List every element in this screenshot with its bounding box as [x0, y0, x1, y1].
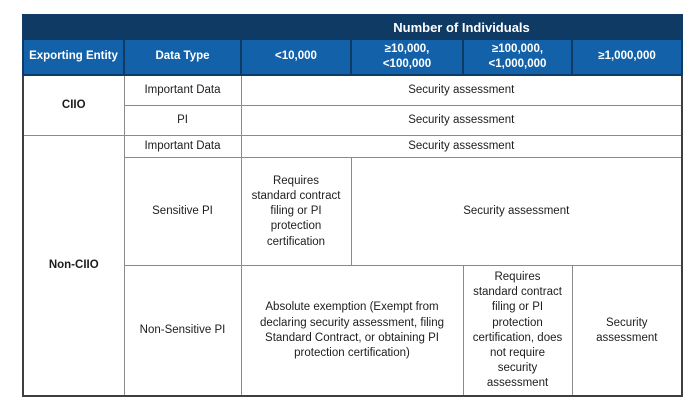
- col-header-data-type: Data Type: [123, 38, 242, 76]
- col-header-lt-10000: <10,000: [240, 38, 352, 76]
- data-type-nonciio-important-data: Important Data: [123, 135, 242, 159]
- col-header-line: <100,000: [382, 57, 432, 70]
- header-group-number-of-individuals: Number of Individuals: [239, 14, 684, 40]
- data-type-nonciio-non-sensitive-pi: Non-Sensitive PI: [123, 265, 242, 397]
- col-header-10000-to-100000: ≥10,000, <100,000: [350, 38, 464, 76]
- col-header-line: <10,000: [275, 50, 317, 63]
- col-header-line: ≥100,000,: [491, 43, 544, 55]
- cell-ciio-pi-requirement: Security assessment: [240, 105, 683, 137]
- data-type-ciio-pi: PI: [123, 105, 242, 137]
- cell-sensitive-pi-lt-10000: Requires standard contract filing or PI …: [240, 157, 352, 267]
- cell-ciio-important-data-requirement: Security assessment: [240, 74, 683, 107]
- data-type-ciio-important-data: Important Data: [123, 74, 242, 107]
- data-export-requirements-table: Number of Individuals Exporting Entity D…: [22, 14, 684, 397]
- col-header-line: Data Type: [155, 50, 210, 63]
- entity-label-ciio: CIIO: [22, 74, 125, 137]
- col-header-exporting-entity: Exporting Entity: [22, 38, 125, 76]
- cell-non-sensitive-pi-100000-to-1000000: Requires standard contract filing or PI …: [462, 265, 573, 397]
- col-header-line: Exporting Entity: [29, 50, 118, 63]
- cell-non-sensitive-pi-absolute-exemption: Absolute exemption (Exempt from declarin…: [240, 265, 464, 397]
- col-header-line: ≥1,000,000: [598, 50, 656, 63]
- col-header-gte-1000000: ≥1,000,000: [570, 38, 684, 76]
- header-corner-cell: [22, 14, 242, 40]
- cell-sensitive-pi-gte-10000: Security assessment: [350, 157, 683, 267]
- cell-non-sensitive-pi-gte-1000000: Security assessment: [571, 265, 683, 397]
- data-type-nonciio-sensitive-pi: Sensitive PI: [123, 157, 242, 267]
- col-header-line: <1,000,000: [488, 57, 547, 70]
- col-header-line: ≥10,000,: [384, 43, 430, 55]
- col-header-100000-to-1000000: ≥100,000, <1,000,000: [462, 38, 573, 76]
- matrix-table: Number of Individuals Exporting Entity D…: [22, 14, 684, 397]
- cell-nonciio-important-data-requirement: Security assessment: [240, 135, 683, 159]
- entity-label-non-ciio: Non-CIIO: [22, 135, 125, 397]
